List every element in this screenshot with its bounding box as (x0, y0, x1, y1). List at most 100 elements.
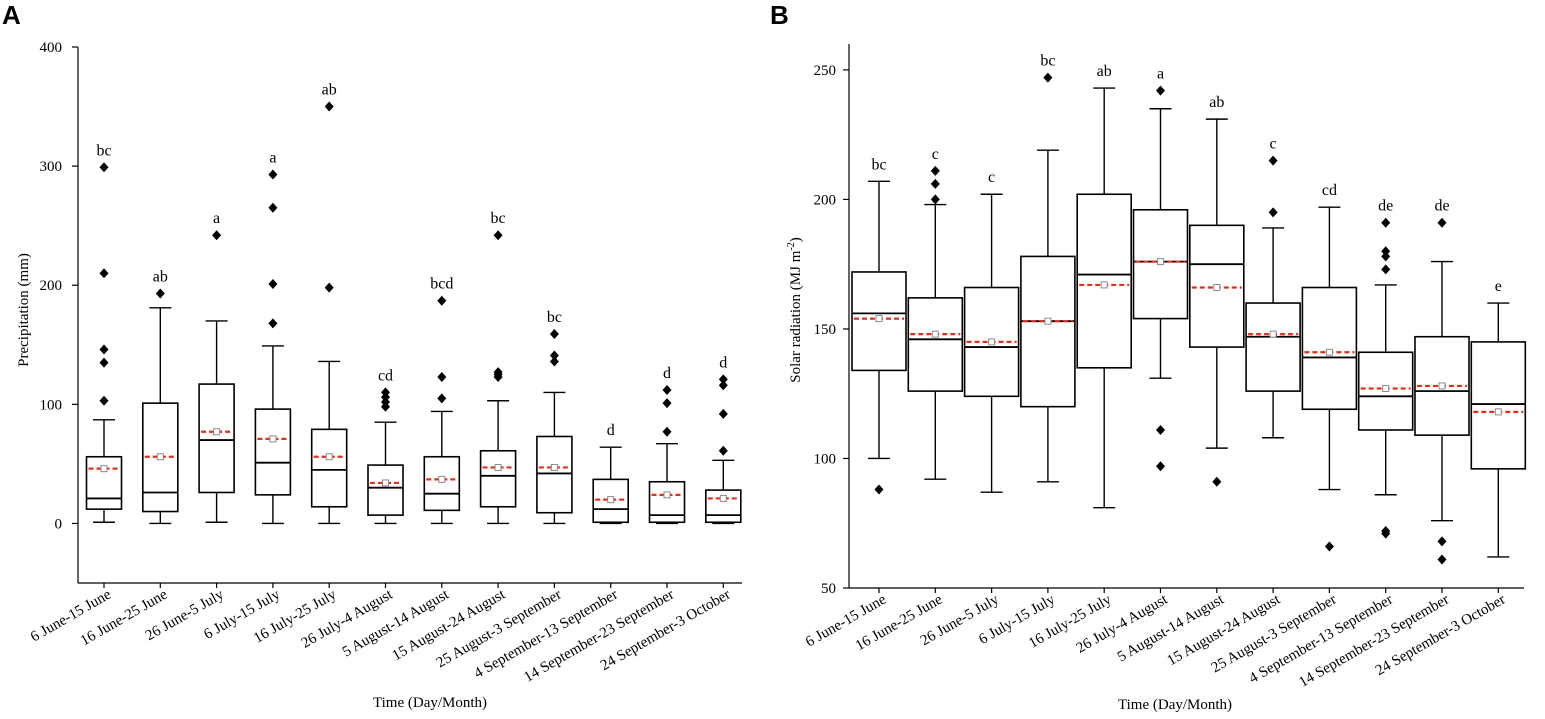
panel-b-x-axis-title: Time (Day/Month) (1118, 697, 1232, 713)
outlier-point (549, 356, 559, 367)
significance-letter: bcd (430, 276, 453, 293)
y-tick-label: 150 (814, 322, 837, 338)
mean-marker (1269, 330, 1277, 338)
outlier-point (324, 282, 334, 293)
significance-letter: c (1270, 136, 1277, 153)
y-tick-label: 0 (55, 516, 63, 532)
panel-a-y-axis-title: Precipitation (mm) (16, 253, 32, 367)
outlier-point (549, 329, 559, 340)
panel-a-y-ticks: 0 100 200 300 400 (40, 40, 78, 532)
outlier-point (493, 367, 503, 378)
outlier-point (662, 398, 672, 409)
significance-letter: de (1378, 198, 1393, 215)
panel-a-letter: A (2, 0, 21, 30)
outlier-point (930, 165, 940, 176)
y-tick-label: 100 (814, 451, 837, 467)
iqr-box (536, 435, 573, 514)
mean-marker (1325, 348, 1333, 356)
box-6: a (1132, 66, 1189, 472)
outlier-point (930, 194, 940, 205)
iqr-box (592, 478, 630, 524)
outlier-point (1156, 461, 1165, 472)
outlier-point (718, 445, 728, 456)
outlier-point (718, 380, 728, 391)
y-tick-label: 300 (40, 159, 63, 175)
outlier-point (1156, 424, 1165, 435)
outlier-point (437, 295, 447, 306)
box-1: bc (851, 156, 907, 495)
outlier-point (381, 387, 390, 398)
box-9: bc (536, 309, 573, 525)
iqr-box (1414, 335, 1470, 436)
outlier-point (1324, 541, 1334, 552)
iqr-box (1132, 208, 1189, 320)
significance-letter: a (213, 210, 220, 227)
outlier-point (155, 288, 165, 299)
outlier-point (99, 395, 109, 406)
outlier-point (437, 371, 447, 382)
box-11: de (1414, 198, 1470, 565)
iqr-box (704, 489, 742, 524)
outlier-point (268, 318, 278, 329)
outlier-point (99, 344, 109, 355)
outlier-point (718, 374, 728, 385)
iqr-box (198, 383, 235, 494)
outlier-point (1381, 246, 1391, 257)
mean-marker (1438, 382, 1446, 390)
mean-marker (1494, 408, 1502, 416)
outlier-point (268, 169, 278, 180)
iqr-box (1470, 341, 1527, 470)
outlier-point (1268, 207, 1278, 218)
panel-b-y-axis-title-main: Solar radiation (MJ m (788, 250, 804, 382)
mean-marker (1044, 317, 1052, 325)
y-tick-label: 50 (821, 581, 836, 597)
mean-marker (719, 494, 727, 502)
mean-marker (607, 496, 615, 504)
outlier-point (324, 101, 334, 112)
box-10: d (592, 422, 630, 525)
outlier-point (874, 484, 884, 495)
mean-marker (269, 435, 277, 443)
panel-b-y-axis-title-sup: -2 (786, 242, 797, 250)
outlier-point (1043, 72, 1053, 83)
significance-letter: e (1495, 278, 1502, 295)
box-9: cd (1301, 182, 1358, 552)
panel-b-y-axis-title-end: ) (788, 237, 804, 242)
box-2: ab (142, 269, 179, 525)
significance-letter: ab (1097, 63, 1112, 80)
y-tick-label: 100 (40, 397, 63, 413)
mean-marker (213, 428, 221, 436)
outlier-point (1381, 217, 1391, 228)
significance-letter: a (269, 149, 276, 166)
iqr-box (1301, 286, 1358, 411)
box-4: a (254, 149, 292, 525)
outlier-point (1156, 85, 1165, 96)
iqr-box (367, 464, 404, 516)
panel-b-y-axis-title: Solar radiation (MJ m-2) (786, 237, 804, 382)
box-7: ab (1189, 94, 1245, 487)
outlier-point (1381, 251, 1391, 262)
mean-marker (663, 491, 671, 499)
box-12: e (1470, 278, 1527, 558)
outlier-point (493, 230, 503, 241)
y-tick-label: 250 (814, 63, 837, 79)
iqr-box (648, 480, 686, 524)
iqr-box (1245, 302, 1301, 392)
iqr-box (1357, 351, 1414, 431)
box-3: c (963, 169, 1020, 493)
panel-a-x-axis-title: Time (Day/Month) (373, 695, 487, 711)
panel-b-boxes: bc c c bc ab a ab c cd de de e (851, 53, 1527, 565)
iqr-box (1020, 255, 1076, 408)
outlier-point (718, 408, 728, 419)
box-5: ab (1076, 63, 1132, 509)
mean-marker (875, 315, 883, 323)
significance-letter: bc (491, 210, 506, 227)
iqr-box (310, 428, 348, 508)
significance-letter: d (607, 422, 615, 439)
outlier-point (99, 162, 109, 173)
significance-letter: c (932, 146, 939, 163)
iqr-box (479, 449, 517, 508)
significance-letter: ab (1209, 94, 1224, 111)
